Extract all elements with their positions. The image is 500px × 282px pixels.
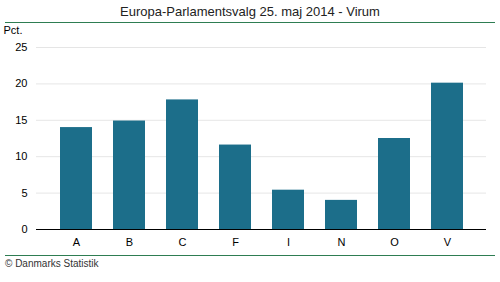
svg-text:O: O xyxy=(390,236,399,248)
svg-text:A: A xyxy=(73,236,81,248)
svg-text:20: 20 xyxy=(15,77,27,89)
svg-text:25: 25 xyxy=(15,41,27,53)
svg-text:N: N xyxy=(338,236,346,248)
svg-text:I: I xyxy=(287,236,290,248)
svg-text:10: 10 xyxy=(15,150,27,162)
html-text:© Danmarks Statistik: © Danmarks Statistik xyxy=(5,258,99,269)
svg-text:5: 5 xyxy=(21,187,27,199)
svg-text:Pct.: Pct. xyxy=(4,24,23,36)
svg-text:0: 0 xyxy=(21,223,27,235)
svg-text:C: C xyxy=(179,236,187,248)
svg-text:15: 15 xyxy=(15,114,27,126)
svg-text:B: B xyxy=(126,236,133,248)
html-text:Europa-Parlamentsvalg 25. maj: Europa-Parlamentsvalg 25. maj 2014 - Vir… xyxy=(120,4,380,19)
svg-text:F: F xyxy=(232,236,239,248)
svg-text:V: V xyxy=(444,236,452,248)
